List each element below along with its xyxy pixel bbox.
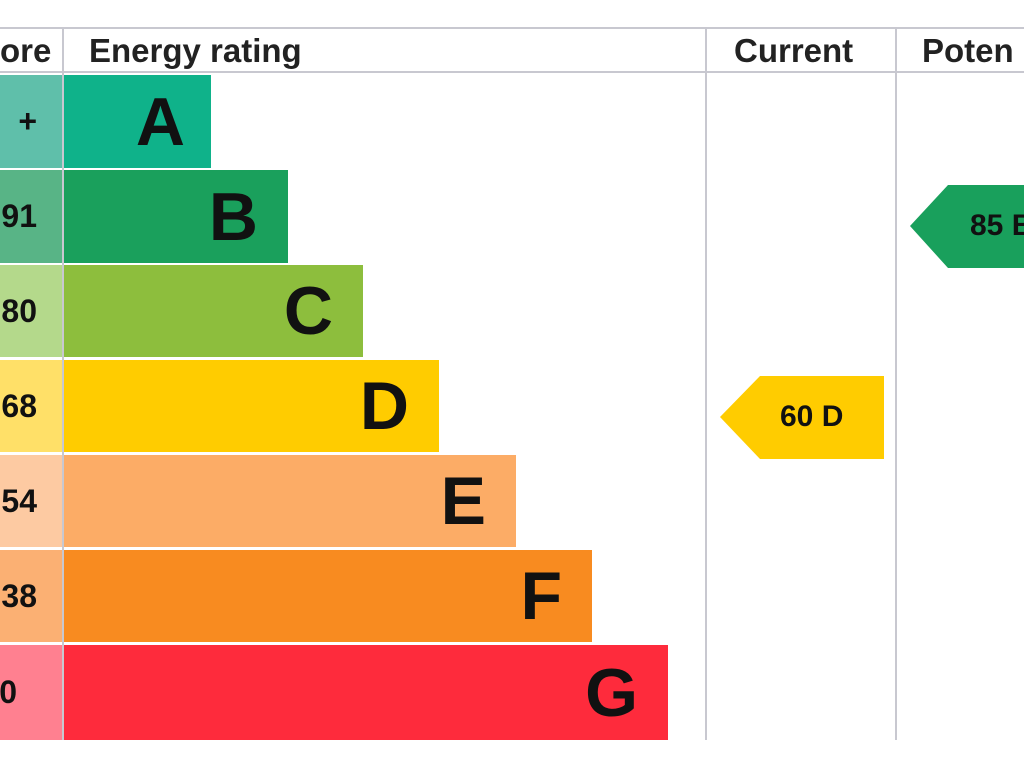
score-cell: 38 <box>0 550 63 642</box>
column-divider <box>705 28 707 740</box>
potential-arrow <box>910 185 1024 268</box>
current-arrow-shape <box>720 376 884 459</box>
rating-bar: G <box>63 645 668 740</box>
score-header: ore <box>0 32 52 69</box>
score-cell: 91 <box>0 170 63 263</box>
potential-label: 85 B <box>970 209 1024 242</box>
rating-bar: E <box>63 455 516 547</box>
score-cell: 0 <box>0 645 63 740</box>
score-cell: 54 <box>0 455 63 547</box>
current-arrow <box>720 376 884 459</box>
rating-bar: B <box>63 170 288 263</box>
column-divider <box>62 28 64 740</box>
header-line <box>0 71 1024 73</box>
score-cell: 80 <box>0 265 63 357</box>
rating-bar: C <box>63 265 363 357</box>
potential-header: Poten <box>922 32 1014 69</box>
column-divider <box>895 28 897 740</box>
table-top-line <box>0 27 1024 29</box>
potential-arrow-shape <box>910 185 1024 268</box>
score-cell: + <box>0 75 63 168</box>
current-header: Current <box>734 32 854 69</box>
rating-bar: D <box>63 360 439 452</box>
score-cell: 68 <box>0 360 63 452</box>
rating-header: Energy rating <box>89 32 302 69</box>
current-label: 60 D <box>780 400 844 433</box>
rating-bar: F <box>63 550 592 642</box>
rating-bar: A <box>63 75 211 168</box>
